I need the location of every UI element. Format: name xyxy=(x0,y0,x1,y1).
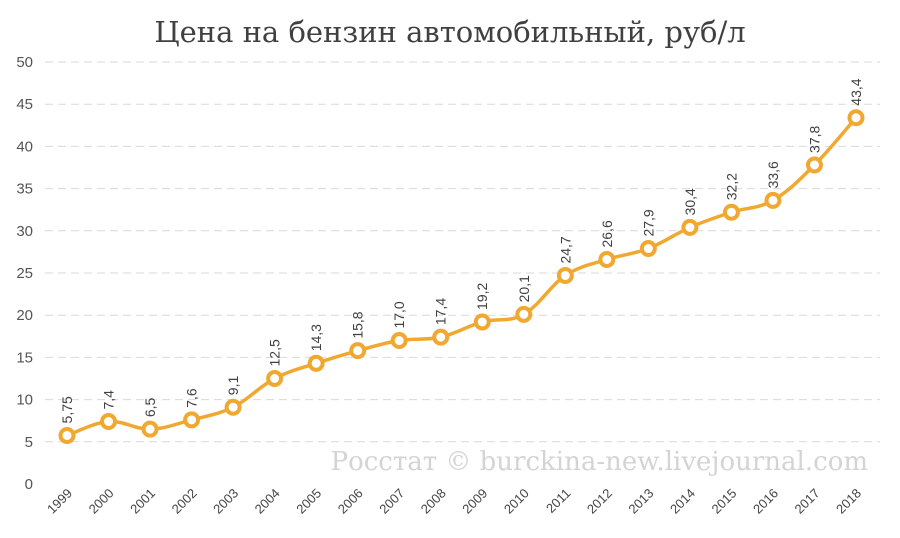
data-label: 17,4 xyxy=(433,298,449,325)
data-label: 6,5 xyxy=(142,397,158,417)
data-point xyxy=(639,240,657,258)
data-point xyxy=(805,156,823,174)
data-label: 33,6 xyxy=(765,161,781,188)
x-tick-label: 2001 xyxy=(127,486,158,517)
data-label: 7,6 xyxy=(184,388,200,408)
x-tick-label: 2017 xyxy=(792,486,823,517)
data-point xyxy=(224,398,242,416)
data-label: 32,2 xyxy=(723,173,739,200)
data-point xyxy=(349,342,367,360)
x-tick-label: 2000 xyxy=(86,486,117,517)
data-point xyxy=(515,305,533,323)
data-point xyxy=(183,411,201,429)
data-point xyxy=(598,250,616,268)
data-label: 12,5 xyxy=(267,339,283,366)
data-label: 43,4 xyxy=(848,78,864,105)
data-label: 30,4 xyxy=(682,188,698,215)
x-tick-label: 2004 xyxy=(252,486,283,517)
data-label: 20,1 xyxy=(516,275,532,302)
y-tick-label: 35 xyxy=(16,181,33,198)
x-axis: 1999 2000 2001 2002 2003 2004 2005 2006 2007 2008… xyxy=(44,486,864,517)
y-tick-label: 45 xyxy=(16,96,33,113)
data-label: 5,75 xyxy=(59,396,75,423)
data-label: 15,8 xyxy=(350,311,366,338)
data-point xyxy=(432,328,450,346)
data-label: 9,1 xyxy=(225,376,241,396)
data-point xyxy=(58,426,76,444)
y-tick-label: 10 xyxy=(16,392,33,409)
x-tick-label: 2007 xyxy=(376,486,407,517)
x-tick-label: 2009 xyxy=(459,486,490,517)
x-tick-label: 2015 xyxy=(708,486,739,517)
grid-lines xyxy=(45,61,880,443)
data-label: 17,0 xyxy=(391,301,407,328)
data-point xyxy=(722,203,740,221)
x-tick-label: 2012 xyxy=(584,486,615,517)
data-point xyxy=(556,267,574,285)
x-tick-label: 2006 xyxy=(335,486,366,517)
x-tick-label: 2014 xyxy=(667,486,698,517)
y-tick-label: 5 xyxy=(25,434,33,451)
x-tick-label: 2005 xyxy=(293,486,324,517)
data-point xyxy=(764,191,782,209)
data-point xyxy=(141,420,159,438)
y-tick-label: 40 xyxy=(16,138,33,155)
y-tick-label: 15 xyxy=(16,349,33,366)
y-axis: 0 5 10 15 20 25 30 35 40 45 50 xyxy=(16,54,33,493)
data-label: 26,6 xyxy=(599,220,615,247)
data-point xyxy=(681,218,699,236)
data-label: 24,7 xyxy=(557,236,573,263)
x-tick-label: 2013 xyxy=(625,486,656,517)
data-labels: 5,75 7,4 6,5 7,6 9,1 12,5 14,3 15,8 17,0 17,4 19,2… xyxy=(59,78,864,423)
series-line xyxy=(65,115,858,438)
x-tick-label: 2018 xyxy=(833,486,864,517)
x-tick-label: 2010 xyxy=(501,486,532,517)
watermark: Росстат © burckina-new.livejournal.com xyxy=(331,447,868,477)
chart-title: Цена на бензин автомобильный, руб/л xyxy=(154,15,745,49)
y-tick-label: 30 xyxy=(16,223,33,240)
x-tick-label: 2011 xyxy=(543,486,573,516)
data-label: 19,2 xyxy=(474,282,490,309)
data-label: 27,9 xyxy=(640,209,656,236)
data-point xyxy=(847,109,865,127)
price-series xyxy=(58,109,865,444)
data-point xyxy=(307,354,325,372)
data-label: 7,4 xyxy=(101,390,117,410)
x-tick-label: 2008 xyxy=(418,486,449,517)
x-tick-label: 2016 xyxy=(750,486,781,517)
data-point xyxy=(473,313,491,331)
y-tick-label: 25 xyxy=(16,265,33,282)
y-tick-label: 20 xyxy=(16,307,33,324)
x-tick-label: 2002 xyxy=(169,486,200,517)
data-point xyxy=(266,370,284,387)
data-point xyxy=(100,413,118,431)
x-tick-label: 2003 xyxy=(210,486,241,517)
x-tick-label: 1999 xyxy=(44,486,75,517)
y-tick-label: 0 xyxy=(25,476,33,493)
data-label: 37,8 xyxy=(806,126,822,153)
data-label: 14,3 xyxy=(308,324,324,351)
y-tick-label: 50 xyxy=(16,54,33,71)
data-point xyxy=(390,332,408,350)
